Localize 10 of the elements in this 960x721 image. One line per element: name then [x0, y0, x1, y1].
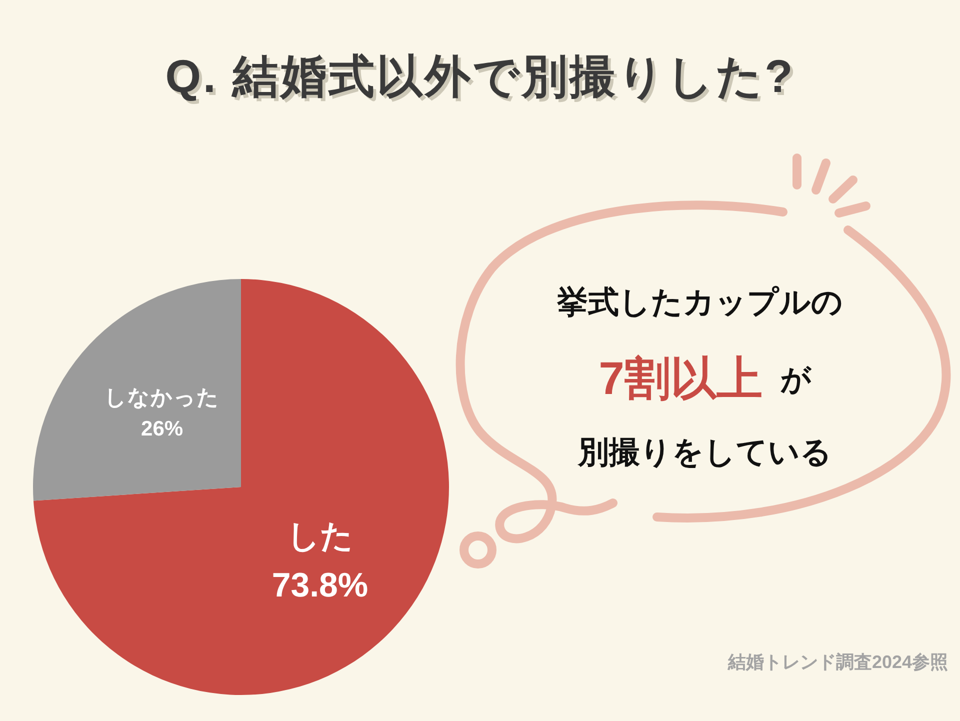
text: 7割以上	[598, 352, 762, 404]
slice-label: した	[286, 518, 353, 554]
data-label: 73.8%	[272, 566, 368, 605]
text: 別撮りをしている	[577, 434, 832, 470]
slice-label: しなかった	[104, 384, 220, 410]
data-label: 26%	[141, 418, 184, 441]
text: 挙式したカップルの	[556, 284, 843, 320]
text: が	[780, 364, 812, 396]
text: 結婚トレンド調査2024参照	[726, 652, 948, 672]
chart-title: Q. 結婚式以外で別撮りした?	[165, 50, 795, 102]
